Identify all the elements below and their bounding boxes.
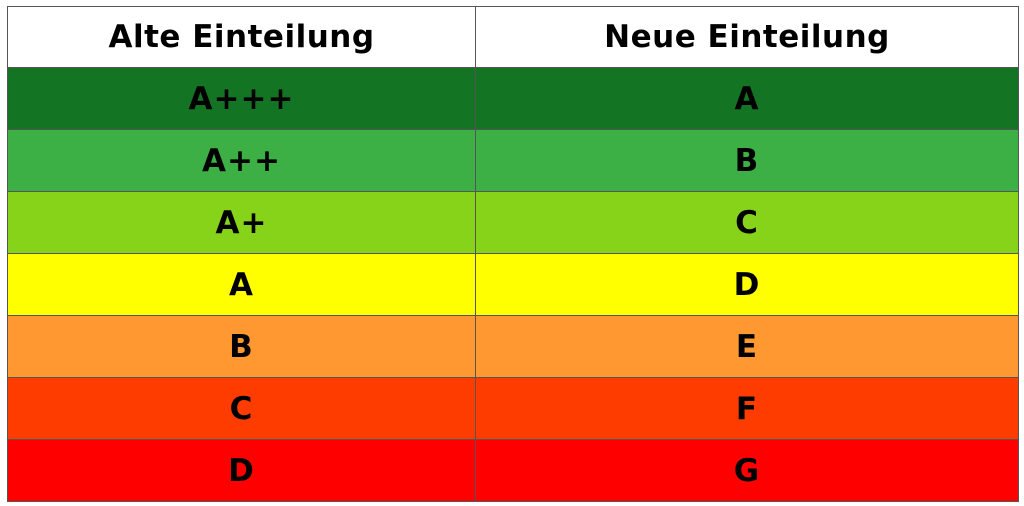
old-class-cell: B — [7, 315, 476, 378]
table-body: A+++ A A++ B A+ C A D B E C F D G — [7, 67, 1019, 502]
table-row: A++ B — [7, 129, 1019, 192]
header-old-classification: Alte Einteilung — [7, 6, 476, 68]
old-class-cell: A++ — [7, 129, 476, 192]
old-class-cell: D — [7, 439, 476, 502]
old-class-cell: A+ — [7, 191, 476, 254]
new-class-cell: B — [475, 129, 1019, 192]
new-class-cell: G — [475, 439, 1019, 502]
table-row: A+ C — [7, 191, 1019, 254]
old-class-cell: C — [7, 377, 476, 440]
new-class-cell: F — [475, 377, 1019, 440]
new-class-cell: A — [475, 67, 1019, 130]
energy-label-table: Alte Einteilung Neue Einteilung A+++ A A++… — [7, 6, 1019, 502]
new-class-cell: E — [475, 315, 1019, 378]
new-class-cell: D — [475, 253, 1019, 316]
old-class-cell: A+++ — [7, 67, 476, 130]
new-class-cell: C — [475, 191, 1019, 254]
header-new-classification: Neue Einteilung — [475, 6, 1019, 68]
table-header-row: Alte Einteilung Neue Einteilung — [7, 6, 1019, 68]
table-row: A+++ A — [7, 67, 1019, 130]
old-class-cell: A — [7, 253, 476, 316]
